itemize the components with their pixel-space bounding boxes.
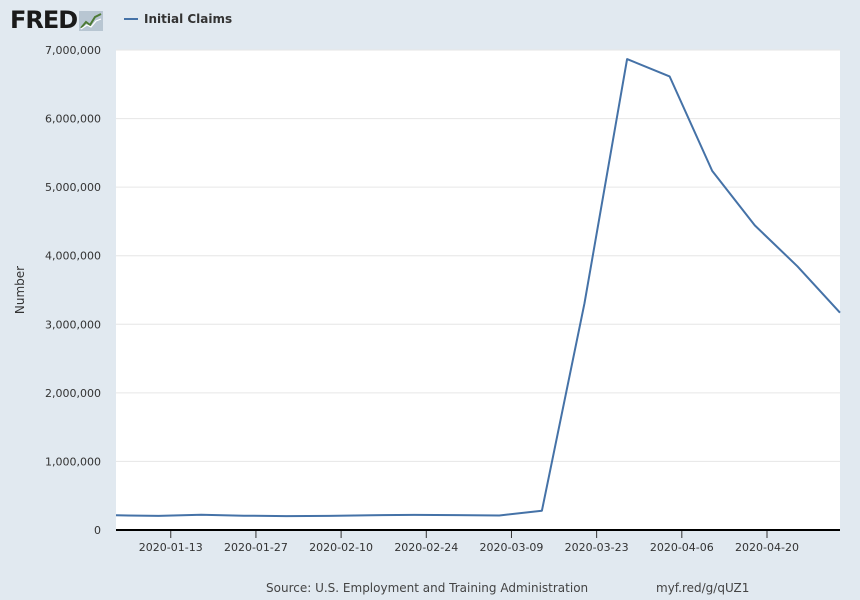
data-point[interactable] xyxy=(538,507,546,515)
y-tick-label: 7,000,000 xyxy=(45,44,101,57)
data-point[interactable] xyxy=(453,511,461,519)
y-tick-label: 2,000,000 xyxy=(45,387,101,400)
data-point[interactable] xyxy=(410,511,418,519)
series-layer xyxy=(112,55,844,520)
data-point[interactable] xyxy=(282,512,290,520)
data-point[interactable] xyxy=(708,167,716,175)
data-point[interactable] xyxy=(197,511,205,519)
x-tick-label: 2020-04-06 xyxy=(650,541,714,554)
data-point[interactable] xyxy=(325,512,333,520)
y-tick-label: 4,000,000 xyxy=(45,250,101,263)
fred-logo[interactable]: FRED xyxy=(10,6,104,34)
logo-text: FRED xyxy=(10,6,78,34)
y-tick-label: 1,000,000 xyxy=(45,455,101,468)
x-tick-label: 2020-02-10 xyxy=(309,541,373,554)
legend-label: Initial Claims xyxy=(144,12,233,26)
short-link[interactable]: myf.red/g/qUZ1 xyxy=(656,581,750,595)
y-tick-label: 0 xyxy=(94,524,101,537)
y-tick-label: 3,000,000 xyxy=(45,318,101,331)
data-point[interactable] xyxy=(751,221,759,229)
x-tick-label: 2020-03-23 xyxy=(565,541,629,554)
y-tick-label: 6,000,000 xyxy=(45,113,101,126)
data-point[interactable] xyxy=(623,55,631,63)
plot-area xyxy=(116,50,840,530)
data-point[interactable] xyxy=(836,309,844,317)
x-tick-label: 2020-03-09 xyxy=(479,541,543,554)
x-axis: 2020-01-13 2020-01-27 2020-02-10 2020-02-24… xyxy=(139,530,799,554)
data-point[interactable] xyxy=(112,511,120,519)
y-tick-label: 5,000,000 xyxy=(45,181,101,194)
chart-line-icon xyxy=(79,11,104,31)
legend-swatch xyxy=(124,18,138,20)
data-point[interactable] xyxy=(495,512,503,520)
data-point[interactable] xyxy=(240,512,248,520)
series-line[interactable] xyxy=(115,58,841,518)
x-tick-label: 2020-01-13 xyxy=(139,541,203,554)
data-point[interactable] xyxy=(580,299,588,307)
legend: Initial Claims xyxy=(124,12,232,26)
source-note: Source: U.S. Employment and Training Adm… xyxy=(266,581,589,595)
data-point[interactable] xyxy=(155,512,163,520)
x-tick-label: 2020-01-27 xyxy=(224,541,288,554)
y-axis-label: Number xyxy=(13,266,27,314)
x-tick-label: 2020-02-24 xyxy=(394,541,458,554)
header: FRED Initial Claims xyxy=(0,0,860,44)
data-point[interactable] xyxy=(368,511,376,519)
y-axis: 0 1,000,000 2,000,000 3,000,000 4,000,000 5,0… xyxy=(45,44,101,537)
data-point[interactable] xyxy=(666,72,674,80)
data-point[interactable] xyxy=(793,262,801,270)
gridlines xyxy=(116,49,840,462)
x-tick-label: 2020-04-20 xyxy=(735,541,799,554)
